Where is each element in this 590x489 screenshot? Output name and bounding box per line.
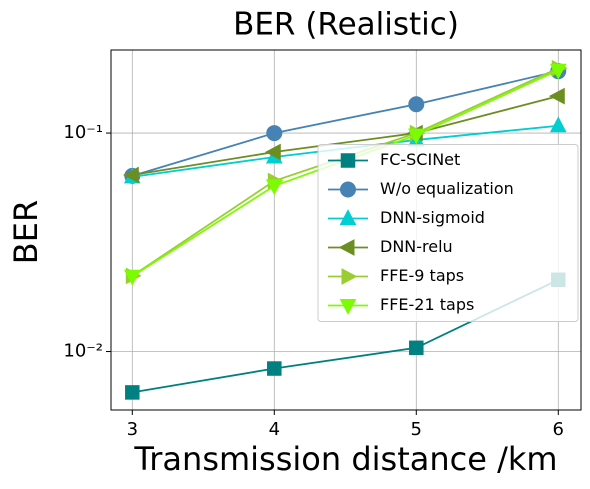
marker xyxy=(266,125,283,142)
marker xyxy=(549,116,567,133)
y-tick-label: 10⁻¹ xyxy=(63,122,103,143)
marker xyxy=(407,128,425,145)
marker xyxy=(409,340,424,356)
x-tick-label: 5 xyxy=(411,419,422,440)
x-tick-label: 4 xyxy=(269,419,280,440)
legend-label: FFE-21 taps xyxy=(380,295,474,314)
plot-frame xyxy=(110,49,582,411)
series-line xyxy=(132,95,559,176)
marker xyxy=(338,239,355,256)
marker xyxy=(267,361,282,376)
marker xyxy=(549,63,567,80)
marker xyxy=(122,166,139,184)
legend-label: DNN-sigmoid xyxy=(380,208,485,227)
x-axis-label: Transmission distance /km xyxy=(133,440,557,478)
legend-label: DNN-relu xyxy=(380,237,453,256)
marker xyxy=(548,87,565,105)
legend-box xyxy=(317,144,579,322)
marker xyxy=(339,299,357,315)
marker xyxy=(408,96,425,113)
marker xyxy=(340,153,356,168)
series-line xyxy=(132,70,559,177)
chart-title: BER (Realistic) xyxy=(233,7,459,43)
marker xyxy=(123,269,141,286)
legend-label: W/o equalization xyxy=(380,179,514,198)
marker xyxy=(125,385,140,400)
marker xyxy=(339,209,357,225)
y-tick-label: 10⁻² xyxy=(63,341,103,362)
y-axis-label: BER xyxy=(7,200,45,264)
marker xyxy=(264,143,281,161)
legend-label: FC-SCINet xyxy=(380,150,460,169)
marker xyxy=(341,268,358,285)
x-tick-label: 6 xyxy=(553,419,564,440)
legend-label: FFE-9 taps xyxy=(380,266,464,285)
marker xyxy=(340,181,356,198)
x-tick-label: 3 xyxy=(127,419,138,440)
marker xyxy=(265,179,283,196)
